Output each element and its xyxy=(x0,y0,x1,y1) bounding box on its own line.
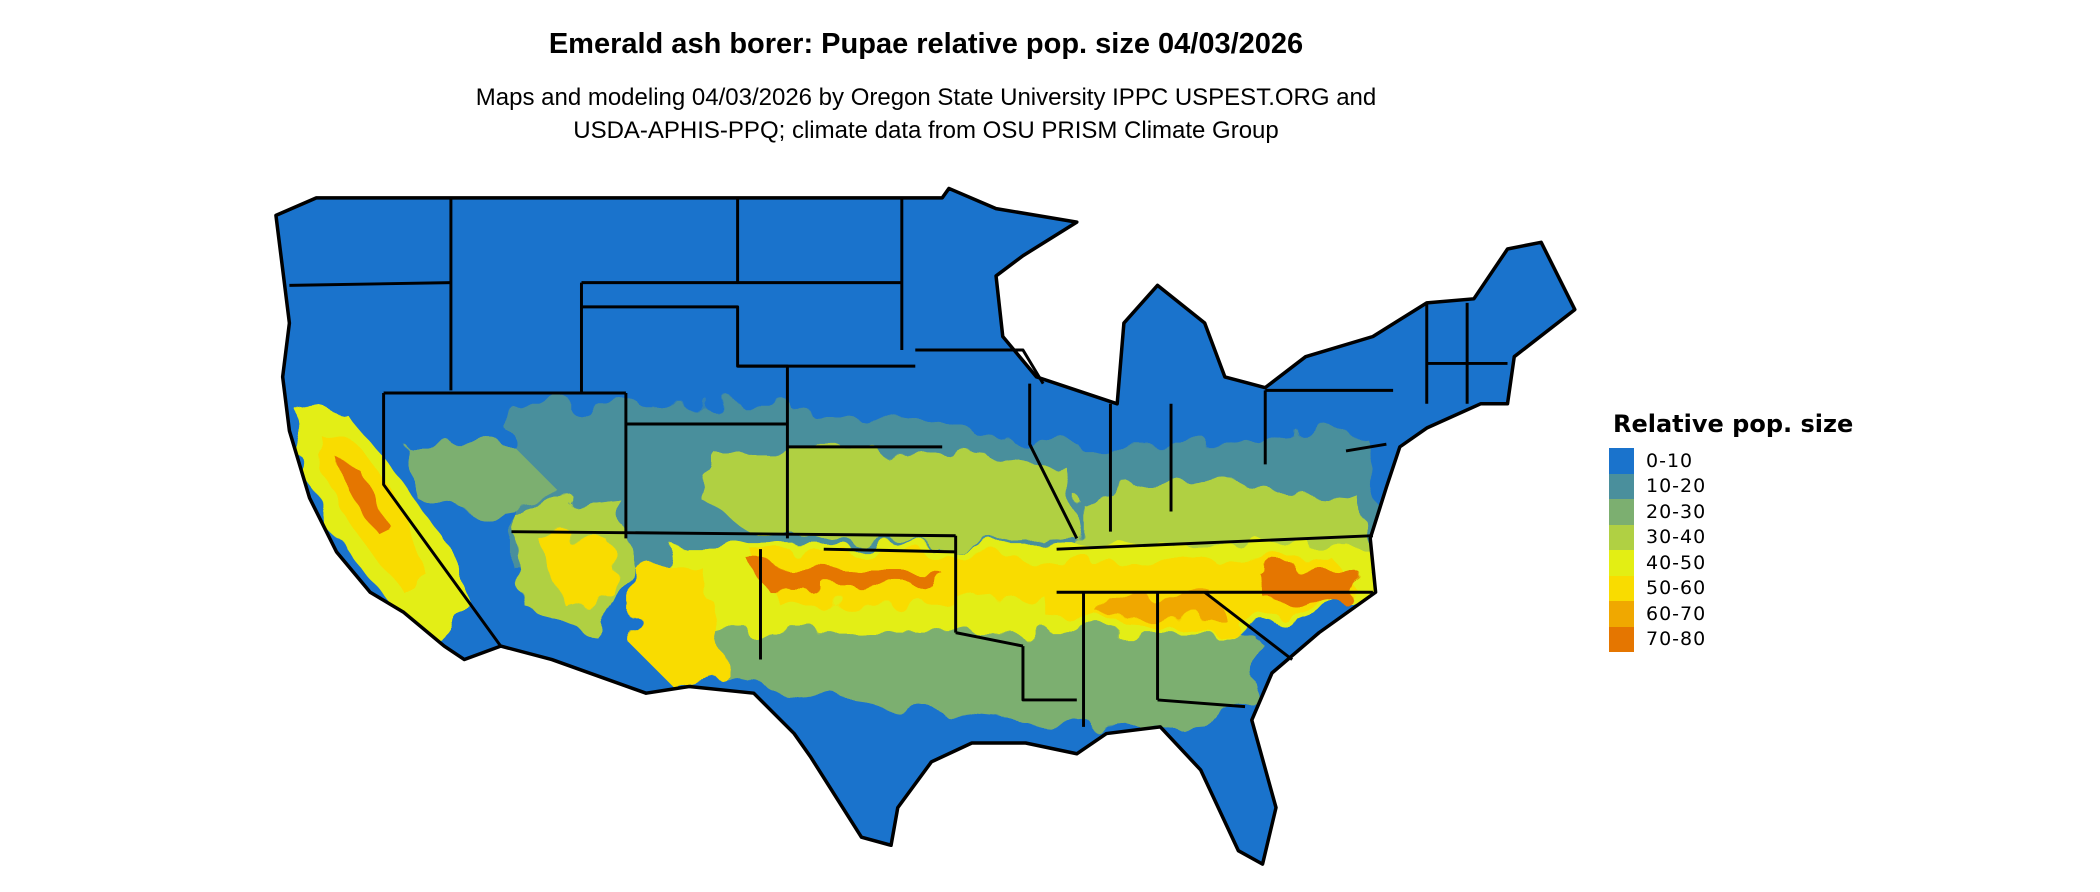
zone-30-40 xyxy=(699,450,1077,546)
zone-70-80 xyxy=(336,457,391,532)
legend-label: 40-50 xyxy=(1646,551,1707,574)
legend-swatch xyxy=(1609,575,1634,601)
legend-item: 60-70 xyxy=(1609,601,1853,627)
legend-title: Relative pop. size xyxy=(1613,410,1854,438)
legend-item: 10-20 xyxy=(1609,473,1853,499)
state-border xyxy=(955,631,1024,648)
legend: Relative pop. size 0-10 10-20 20-30 30-40 40… xyxy=(1609,410,1853,652)
legend-swatch xyxy=(1609,473,1634,499)
map-subtitle-line1: Maps and modeling 04/03/2026 by Oregon S… xyxy=(475,84,1377,111)
legend-label: 10-20 xyxy=(1646,475,1707,498)
zone-20-30 xyxy=(403,444,566,512)
zone-70-80 xyxy=(753,565,943,593)
legend-label: 70-80 xyxy=(1646,628,1707,651)
zone-50-60 xyxy=(538,538,613,606)
state-border xyxy=(1021,646,1077,702)
map-title: Emerald ash borer: Pupae relative pop. s… xyxy=(548,28,1304,60)
state-border xyxy=(289,281,451,287)
state-border xyxy=(1345,442,1387,453)
state-border xyxy=(382,393,502,647)
legend-label: 0-10 xyxy=(1646,449,1694,472)
legend-item: 0-10 xyxy=(1609,448,1853,474)
state-border xyxy=(1203,591,1294,661)
legend-swatch xyxy=(1609,524,1634,550)
zone-50-60 xyxy=(632,565,727,687)
state-border xyxy=(581,305,916,368)
legend-item: 20-30 xyxy=(1609,499,1853,525)
legend-swatch xyxy=(1609,601,1634,627)
legend-swatch xyxy=(1609,550,1634,576)
legend-item: 70-80 xyxy=(1609,626,1853,652)
legend-item: 50-60 xyxy=(1609,575,1853,601)
zone-60-70 xyxy=(1103,592,1225,620)
zone-70-80 xyxy=(1251,565,1360,606)
state-border xyxy=(737,364,943,449)
state-border xyxy=(1056,534,1373,551)
state-border xyxy=(1028,383,1079,540)
state-border xyxy=(823,547,956,554)
legend-label: 30-40 xyxy=(1646,526,1707,549)
legend-label: 20-30 xyxy=(1646,500,1707,523)
legend-item: 40-50 xyxy=(1609,550,1853,576)
zone-20-30 xyxy=(646,605,1266,727)
legend-swatch xyxy=(1609,626,1634,652)
state-border xyxy=(915,348,1045,385)
legend-label: 50-60 xyxy=(1646,577,1707,600)
legend-swatch xyxy=(1609,499,1634,525)
state-border xyxy=(1157,698,1246,709)
legend-label: 60-70 xyxy=(1646,602,1707,625)
us-outline xyxy=(274,186,1577,866)
legend-item: 30-40 xyxy=(1609,524,1853,550)
legend-swatch xyxy=(1609,448,1634,474)
state-border xyxy=(511,530,956,538)
map-subtitle-line2: USDA-APHIS-PPQ; climate data from OSU PR… xyxy=(573,117,1279,144)
